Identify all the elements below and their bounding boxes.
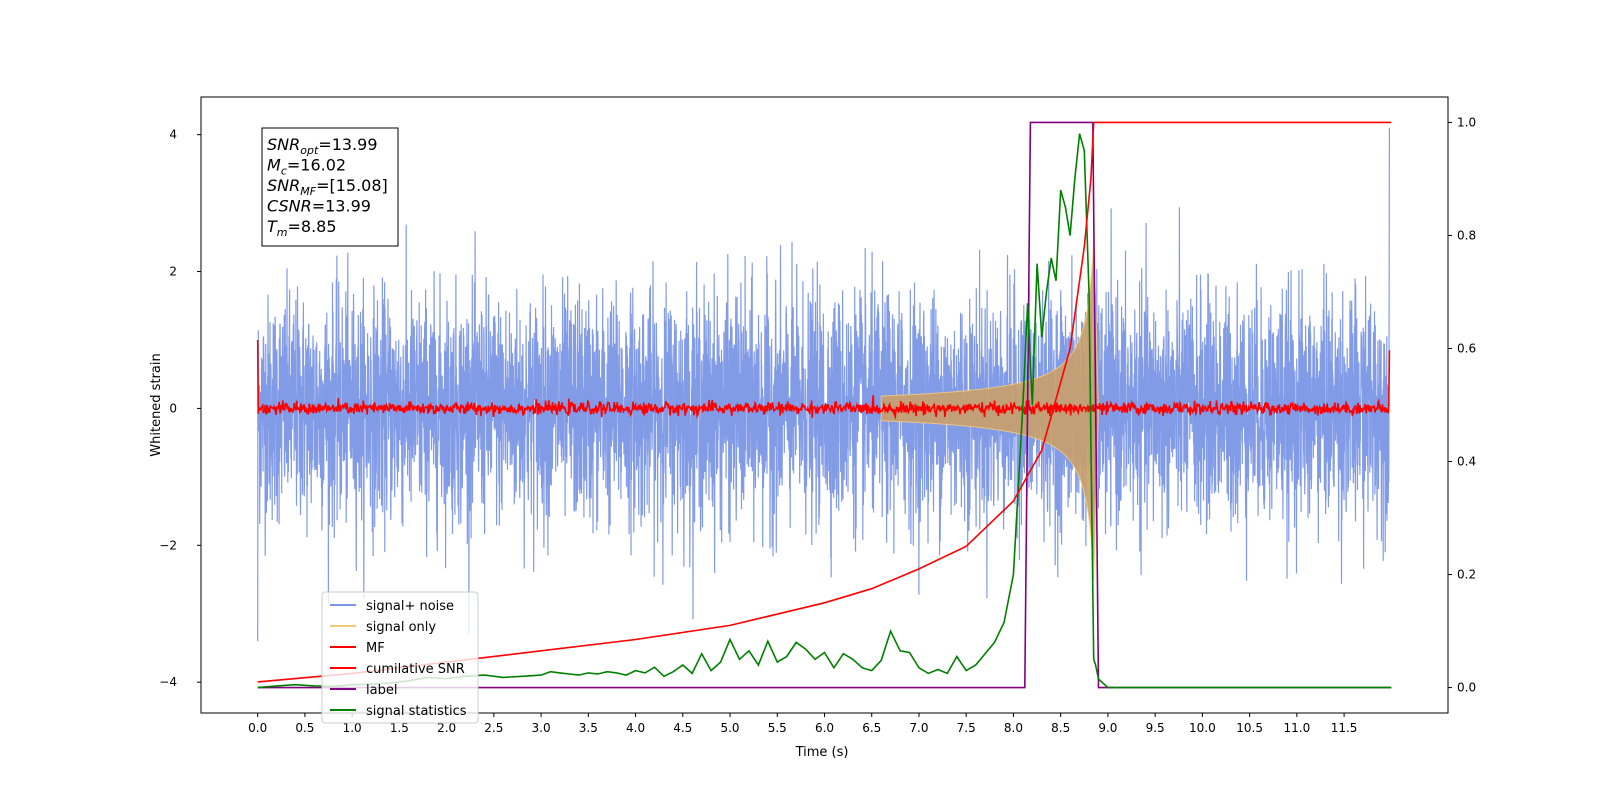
x-tick-label: 10.0 bbox=[1189, 721, 1216, 735]
x-tick-label: 0.5 bbox=[295, 721, 314, 735]
y2-tick-label: 1.0 bbox=[1457, 115, 1476, 129]
series-signal-statistics bbox=[257, 133, 1392, 689]
x-tick-label: 4.0 bbox=[626, 721, 645, 735]
y2-tick-label: 0.6 bbox=[1457, 341, 1476, 355]
legend-frame bbox=[321, 591, 479, 724]
x-tick-label: 8.5 bbox=[1051, 721, 1070, 735]
y-tick-label: 0 bbox=[169, 401, 177, 415]
y-tick-label: −2 bbox=[159, 538, 177, 552]
x-tick-label: 11.5 bbox=[1331, 721, 1358, 735]
annotation-line: SNRopt=13.99 bbox=[267, 135, 378, 157]
legend: signal+ noise signal only MF cumilative SNR… bbox=[321, 591, 479, 724]
x-tick-label: 1.5 bbox=[390, 721, 409, 735]
legend-label: signal+ noise bbox=[366, 599, 454, 614]
annotation-line: Mc=16.02 bbox=[267, 156, 346, 178]
x-tick-label: 2.0 bbox=[437, 721, 456, 735]
x-tick-label: 6.5 bbox=[862, 721, 881, 735]
y-tick-label: 2 bbox=[169, 265, 177, 279]
x-tick-label: 3.5 bbox=[579, 721, 598, 735]
series-mf bbox=[256, 339, 1391, 420]
y-tick-label: −4 bbox=[159, 675, 177, 689]
x-tick-label: 10.5 bbox=[1236, 721, 1263, 735]
legend-label: MF bbox=[366, 641, 385, 656]
legend-label: signal statistics bbox=[366, 704, 467, 719]
legend-label: label bbox=[366, 683, 397, 698]
series-signal-noise bbox=[257, 127, 1390, 642]
x-tick-label: 11.0 bbox=[1283, 721, 1310, 735]
annotation-line: Tm=8.85 bbox=[267, 217, 337, 239]
x-tick-label: 9.0 bbox=[1098, 721, 1117, 735]
legend-label: signal only bbox=[366, 620, 436, 635]
annotation-line: SNRMF=[15.08] bbox=[267, 176, 388, 198]
x-tick-label: 8.0 bbox=[1004, 721, 1023, 735]
x-tick-label: 5.5 bbox=[768, 721, 787, 735]
legend-label: cumilative SNR bbox=[366, 662, 465, 677]
x-tick-label: 5.0 bbox=[720, 721, 739, 735]
annotation-line: CSNR=13.99 bbox=[267, 197, 371, 216]
x-tick-label: 4.5 bbox=[673, 721, 692, 735]
x-tick-label: 0.0 bbox=[248, 721, 267, 735]
series-cumulative-snr bbox=[257, 121, 1392, 683]
y2-tick-label: 0.4 bbox=[1457, 455, 1476, 469]
x-tick-label: 9.5 bbox=[1146, 721, 1165, 735]
y2-tick-label: 0.2 bbox=[1457, 568, 1476, 582]
x-tick-label: 7.5 bbox=[957, 721, 976, 735]
y-tick-label: 4 bbox=[169, 128, 177, 142]
series-signal-only bbox=[880, 237, 1100, 580]
x-tick-label: 1.0 bbox=[343, 721, 362, 735]
x-axis-label: Time (s) bbox=[795, 745, 849, 760]
series-layer bbox=[256, 121, 1392, 689]
axes-layer: 0.0 0.5 1.0 1.5 2.0 2.5 3.0 3.5 4.0 4.5 5.0 5.5 6.0 6… bbox=[159, 115, 1476, 735]
y2-tick-label: 0.0 bbox=[1457, 681, 1476, 695]
x-tick-label: 6.0 bbox=[815, 721, 834, 735]
y-axis-label: Whitened strain bbox=[149, 353, 164, 456]
annotation-frame bbox=[261, 127, 399, 247]
x-tick-label: 3.0 bbox=[532, 721, 551, 735]
y2-tick-label: 0.8 bbox=[1457, 228, 1476, 242]
x-tick-label: 2.5 bbox=[484, 721, 503, 735]
annotation-box: SNRopt=13.99Mc=16.02SNRMF=[15.08]CSNR=13… bbox=[261, 127, 399, 247]
x-tick-label: 7.0 bbox=[909, 721, 928, 735]
